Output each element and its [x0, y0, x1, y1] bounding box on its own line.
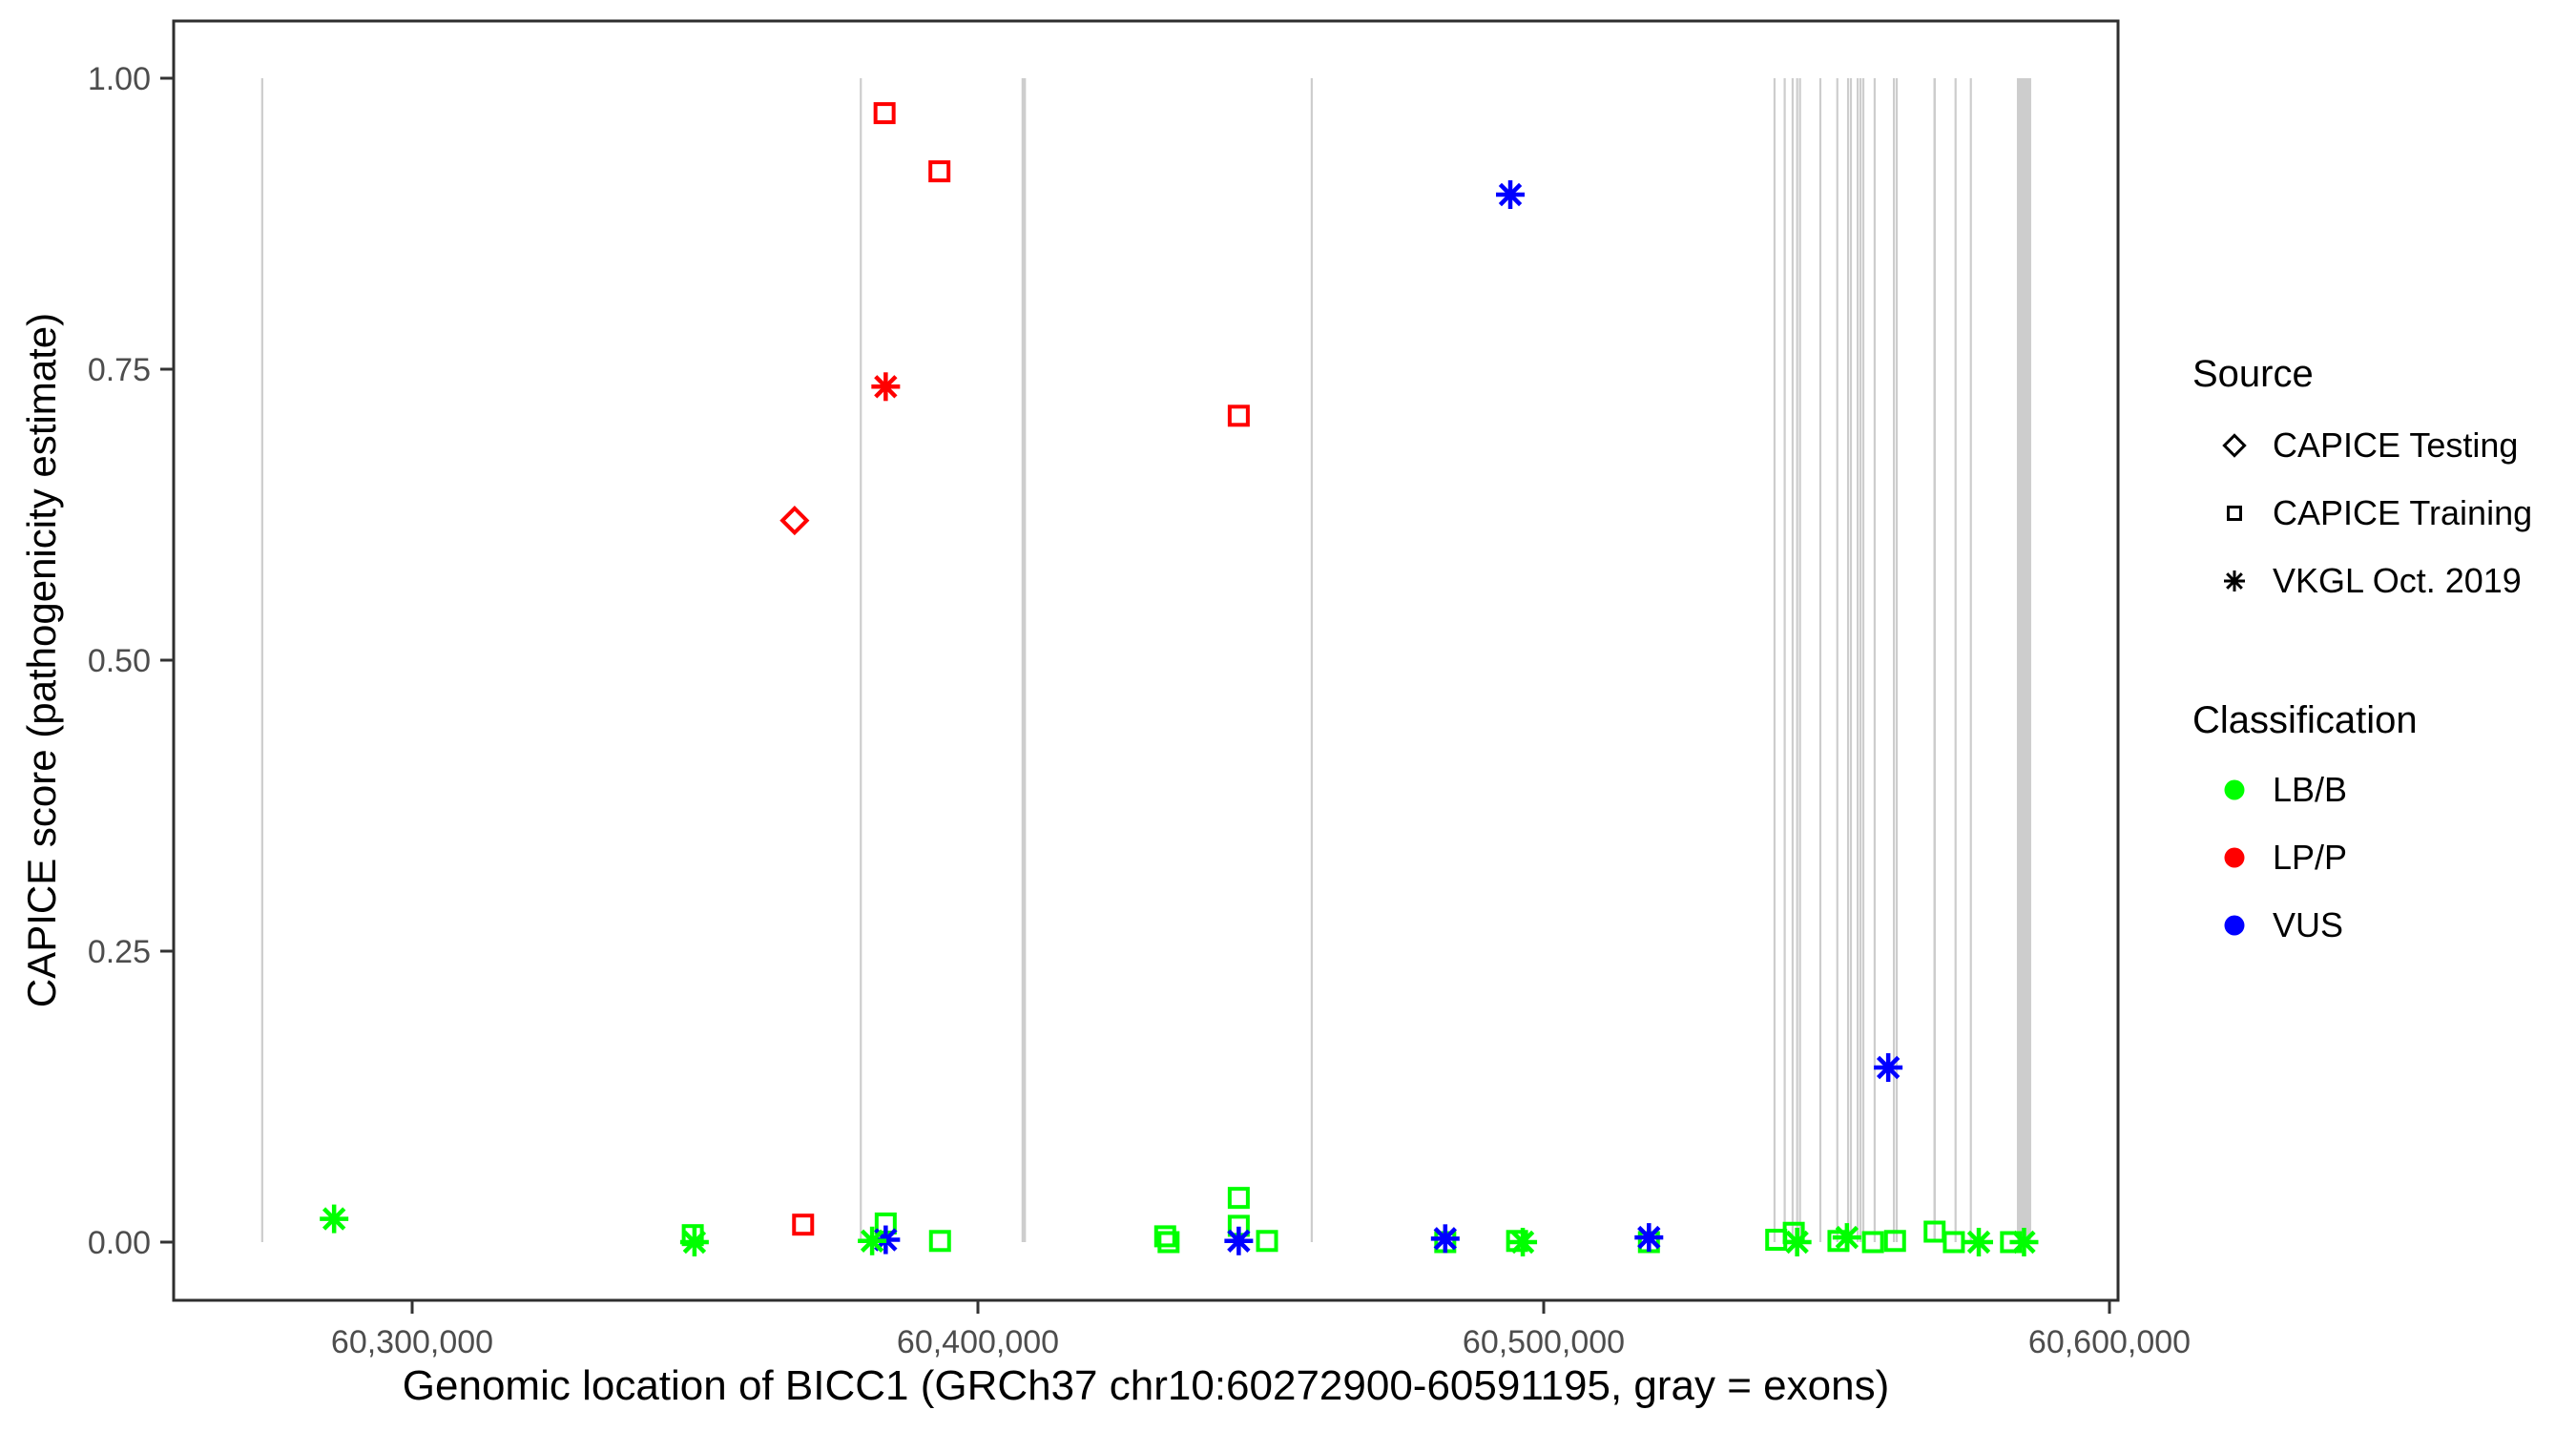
data-point-asterisk [1835, 1225, 1859, 1250]
data-point-asterisk [1433, 1227, 1458, 1251]
x-axis-title: Genomic location of BICC1 (GRCh37 chr10:… [402, 1362, 1890, 1409]
data-point-asterisk [1966, 1230, 1991, 1255]
y-tick-label: 0.50 [88, 643, 151, 679]
legend-item-label: VKGL Oct. 2019 [2273, 561, 2522, 600]
data-point-asterisk [1785, 1230, 1809, 1255]
exon-band [2016, 78, 2031, 1242]
data-point-asterisk [860, 1229, 884, 1253]
data-point-square [1942, 1231, 1965, 1254]
exon-band [1021, 78, 1027, 1242]
data-point-asterisk [1637, 1225, 1661, 1250]
asterisk-icon [2212, 558, 2273, 604]
data-point-asterisk [1876, 1055, 1901, 1080]
exon-band [1895, 78, 1899, 1242]
x-tick-label: 60,500,000 [1463, 1324, 1625, 1360]
legend-item-label: LP/P [2273, 838, 2348, 877]
exon-band [1796, 78, 1798, 1242]
exon-band [1791, 78, 1795, 1242]
y-axis-title: CAPICE score (pathogenicity estimate) [19, 312, 64, 1008]
data-point-square [1883, 1230, 1906, 1253]
legend-item-label: VUS [2273, 905, 2344, 944]
exon-band [860, 78, 862, 1242]
data-point-asterisk [1510, 1230, 1535, 1255]
legend-source-title: Source [2192, 353, 2314, 395]
y-tick-label: 0.75 [88, 352, 151, 388]
blue-dot-icon [2212, 902, 2273, 948]
data-point-square [928, 1230, 951, 1253]
data-point-asterisk [2012, 1230, 2036, 1255]
data-point-asterisk [682, 1230, 707, 1255]
exon-band [1773, 78, 1776, 1242]
green-dot-icon [2212, 767, 2273, 813]
plot-panel [174, 21, 2118, 1300]
exon-band [1310, 78, 1313, 1242]
legend-item-vkgl: VKGL Oct. 2019 [2212, 548, 2522, 614]
diamond-open-icon [2212, 423, 2273, 468]
x-tick-label: 60,400,000 [897, 1324, 1059, 1360]
data-point-asterisk [1227, 1229, 1251, 1253]
data-point-square [1861, 1231, 1884, 1254]
legend-item-capice-testing: CAPICE Testing [2212, 412, 2518, 479]
y-tick-label: 0.25 [88, 934, 151, 970]
legend-item-label: CAPICE Training [2273, 493, 2533, 532]
x-tick-label: 60,600,000 [2028, 1324, 2191, 1360]
data-point-square [1153, 1225, 1176, 1248]
exon-band [1846, 78, 1850, 1242]
legend-item-label: CAPICE Testing [2273, 425, 2519, 465]
y-tick-label: 1.00 [88, 61, 151, 97]
legend-item-lbb: LB/B [2212, 757, 2347, 823]
exon-band [1859, 78, 1862, 1242]
y-tick-label: 0.00 [88, 1225, 151, 1261]
data-point-asterisk [1498, 182, 1523, 207]
exon-band [1861, 78, 1865, 1242]
legend-item-capice-training: CAPICE Training [2212, 480, 2532, 547]
data-point-asterisk [322, 1207, 346, 1231]
exon-band [1969, 78, 1972, 1242]
data-point-square [928, 160, 951, 183]
data-point-square [1256, 1230, 1278, 1253]
exon-band [1873, 78, 1877, 1242]
exon-band [260, 78, 263, 1242]
legend: Source CAPICE Testing CAPICE Training [2185, 0, 2576, 1431]
data-point-square [873, 102, 896, 125]
red-dot-icon [2212, 835, 2273, 881]
data-point-square [792, 1213, 815, 1236]
exon-band [1798, 78, 1801, 1242]
legend-classification-title: Classification [2192, 699, 2418, 741]
data-point-square [1227, 404, 1250, 427]
exon-band [1933, 78, 1937, 1242]
data-point-diamond [779, 506, 810, 536]
x-tick-label: 60,300,000 [331, 1324, 493, 1360]
data-point-square [1227, 1187, 1250, 1210]
legend-item-lpp: LP/P [2212, 824, 2347, 891]
exon-band [1857, 78, 1859, 1242]
data-point-square [1157, 1231, 1180, 1254]
exon-band [1849, 78, 1853, 1242]
legend-item-vus: VUS [2212, 892, 2343, 959]
exon-band [1818, 78, 1822, 1242]
exon-band [1836, 78, 1839, 1242]
exon-band [1783, 78, 1786, 1242]
data-point-asterisk [874, 375, 898, 399]
square-open-icon [2212, 490, 2273, 536]
legend-item-label: LB/B [2273, 770, 2348, 809]
exon-band [1892, 78, 1896, 1242]
exon-band [1954, 78, 1957, 1242]
